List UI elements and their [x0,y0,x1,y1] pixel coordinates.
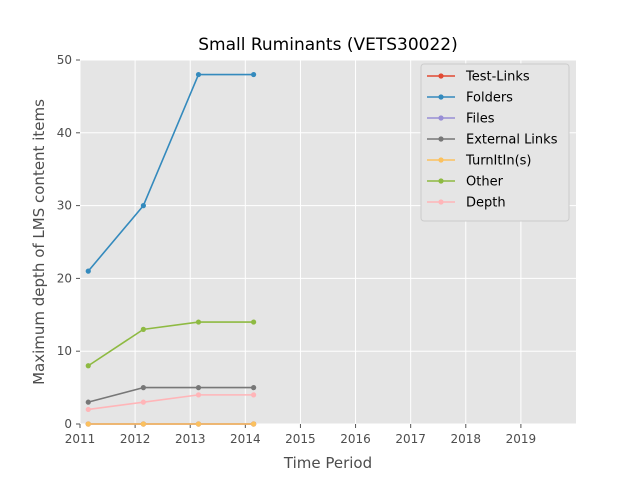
legend-swatch-marker [438,199,444,205]
x-tick-label: 2013 [175,432,206,446]
legend-label: Depth [466,196,506,211]
x-tick-label: 2014 [230,432,261,446]
legend-swatch-marker [438,178,444,184]
legend-label: External Links [466,133,558,148]
data-point [85,421,91,427]
series-other [85,319,257,369]
data-point [85,406,91,413]
legend-swatch-marker [438,115,444,121]
series-depth [85,392,257,413]
data-point [195,392,202,398]
data-point [140,203,146,209]
series-line [87,73,254,272]
legend-label: Other [466,175,504,190]
data-point [140,399,146,405]
legend-swatch-marker [438,157,444,163]
data-point [85,363,91,369]
series-layer [85,71,257,427]
legend-item: Folders [427,91,513,106]
legend-item: Files [427,112,495,127]
data-point [85,268,91,274]
y-axis-label: Maximum depth of LMS content items [30,99,48,385]
legend-swatch-marker [438,136,444,142]
x-tick-label: 2016 [340,432,371,446]
legend-label: Test-Links [465,70,530,85]
legend-label: TurnItIn(s) [465,154,531,169]
x-tick-label: 2015 [285,432,316,446]
legend-swatch-marker [438,73,444,79]
legend-item: Test-Links [427,70,530,85]
data-point [140,385,146,391]
x-tick-label: 2017 [395,432,426,446]
chart-title: Small Ruminants (VETS30022) [198,35,458,55]
legend-box [420,63,570,222]
x-tick-label: 2018 [451,432,482,446]
y-tick-label: 20 [57,271,72,285]
y-tick-label: 30 [57,199,72,213]
axis-ticks: 2011 2012 2013 2014 2015 2016 2017 2018 2019 0 10 2… [57,53,536,446]
y-tick-label: 40 [57,126,72,140]
data-point [251,385,257,391]
legend-item: TurnItIn(s) [427,154,531,169]
x-tick-label: 2011 [65,432,96,446]
legend-swatch-marker [438,94,444,100]
legend-item: Depth [427,196,506,211]
series-external-links [85,385,257,405]
data-point [140,326,146,332]
data-point [251,392,257,398]
series-turnitin-s- [85,421,257,427]
series-folders [85,71,257,274]
series-line [88,386,254,403]
y-tick-label: 0 [64,417,72,431]
data-point [251,421,257,427]
data-point [251,71,257,78]
data-point [251,319,257,325]
x-tick-label: 2012 [120,432,151,446]
data-point [195,71,202,78]
data-point [85,399,91,405]
series-line [88,394,254,411]
legend-item: Other [427,175,504,190]
y-tick-label: 50 [57,53,72,67]
x-axis-label: Time Period [283,454,372,472]
series-line [87,321,254,367]
data-point [195,421,202,427]
data-point [195,319,202,325]
legend-label: Folders [466,91,513,106]
legend: Test-Links Folders Files External Links Turn… [420,63,570,222]
data-point [140,421,146,427]
y-tick-label: 10 [57,344,72,358]
legend-label: Files [466,112,495,127]
legend-item: External Links [427,133,558,148]
data-point [195,385,202,391]
x-tick-label: 2019 [506,432,537,446]
